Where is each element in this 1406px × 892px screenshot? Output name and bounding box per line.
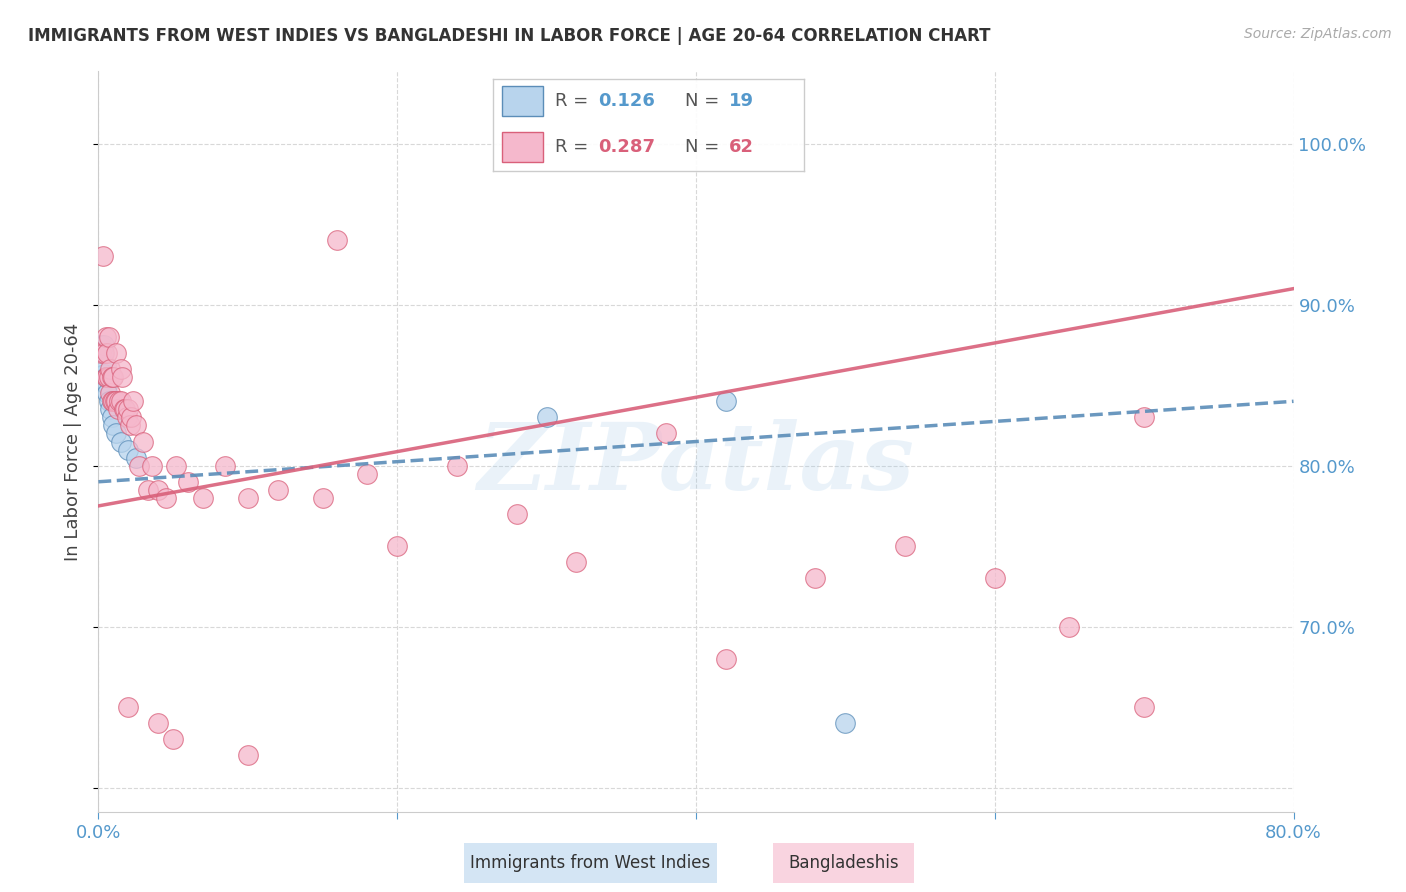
Point bbox=[118, 418, 141, 433]
Point bbox=[94, 359, 117, 373]
Point bbox=[110, 362, 132, 376]
Point bbox=[141, 458, 163, 473]
Point bbox=[96, 370, 118, 384]
Point bbox=[155, 491, 177, 505]
Point bbox=[103, 394, 125, 409]
Point bbox=[97, 370, 120, 384]
Point bbox=[90, 338, 112, 352]
Point bbox=[94, 330, 117, 344]
Point bbox=[97, 394, 120, 409]
Point bbox=[191, 491, 214, 505]
Point bbox=[94, 370, 117, 384]
Text: Source: ZipAtlas.com: Source: ZipAtlas.com bbox=[1244, 27, 1392, 41]
Point bbox=[1059, 619, 1081, 633]
Point bbox=[1133, 700, 1156, 714]
Point bbox=[98, 402, 122, 417]
Point bbox=[91, 249, 114, 263]
Point bbox=[117, 402, 139, 417]
Point bbox=[111, 370, 134, 384]
Text: Immigrants from West Indies: Immigrants from West Indies bbox=[471, 854, 710, 872]
Point bbox=[804, 571, 827, 585]
Point bbox=[148, 716, 170, 731]
Point bbox=[311, 491, 333, 505]
Point bbox=[101, 394, 124, 409]
Point bbox=[103, 418, 125, 433]
Point bbox=[236, 491, 259, 505]
Point bbox=[93, 338, 115, 352]
Point bbox=[326, 233, 349, 247]
Point bbox=[107, 402, 129, 417]
Point bbox=[110, 394, 132, 409]
Point bbox=[506, 507, 529, 521]
Point bbox=[385, 539, 409, 553]
Point bbox=[536, 410, 558, 425]
Y-axis label: In Labor Force | Age 20-64: In Labor Force | Age 20-64 bbox=[65, 322, 83, 561]
FancyBboxPatch shape bbox=[773, 843, 914, 883]
Point bbox=[446, 458, 468, 473]
Point bbox=[125, 418, 148, 433]
Point bbox=[101, 370, 124, 384]
Point bbox=[112, 402, 135, 417]
Point bbox=[96, 346, 118, 360]
Point bbox=[356, 467, 378, 481]
Point bbox=[655, 426, 678, 441]
Point bbox=[121, 394, 143, 409]
Point bbox=[114, 402, 136, 417]
Text: ZIPatlas: ZIPatlas bbox=[478, 418, 914, 508]
Point bbox=[98, 362, 122, 376]
Point bbox=[162, 732, 184, 747]
Point bbox=[1133, 410, 1156, 425]
Point bbox=[93, 346, 115, 360]
Point bbox=[120, 410, 142, 425]
Point bbox=[984, 571, 1007, 585]
Point bbox=[98, 386, 122, 401]
Point bbox=[117, 442, 139, 457]
Point bbox=[101, 410, 124, 425]
FancyBboxPatch shape bbox=[464, 843, 717, 883]
Point bbox=[117, 700, 139, 714]
Point bbox=[565, 555, 588, 569]
Point bbox=[115, 410, 138, 425]
Point bbox=[90, 346, 112, 360]
Point bbox=[108, 394, 131, 409]
Point bbox=[97, 330, 120, 344]
Point bbox=[93, 367, 115, 381]
Point bbox=[714, 394, 737, 409]
Point bbox=[103, 370, 125, 384]
Point bbox=[132, 434, 155, 449]
Point bbox=[96, 378, 118, 392]
Point bbox=[105, 394, 128, 409]
Point bbox=[104, 394, 127, 409]
Point bbox=[148, 483, 170, 497]
Point bbox=[165, 458, 187, 473]
Point bbox=[94, 370, 117, 384]
Point bbox=[834, 716, 856, 731]
Point bbox=[714, 652, 737, 666]
Point bbox=[96, 386, 118, 401]
Text: IMMIGRANTS FROM WEST INDIES VS BANGLADESHI IN LABOR FORCE | AGE 20-64 CORRELATIO: IMMIGRANTS FROM WEST INDIES VS BANGLADES… bbox=[28, 27, 991, 45]
Point bbox=[136, 483, 159, 497]
Point bbox=[267, 483, 290, 497]
Point bbox=[125, 450, 148, 465]
Point bbox=[128, 458, 150, 473]
Point bbox=[105, 346, 128, 360]
Point bbox=[91, 346, 114, 360]
Point bbox=[105, 426, 128, 441]
Point bbox=[894, 539, 917, 553]
Point bbox=[214, 458, 236, 473]
Text: Bangladeshis: Bangladeshis bbox=[789, 854, 898, 872]
Point bbox=[236, 748, 259, 763]
Point bbox=[110, 434, 132, 449]
Point bbox=[177, 475, 200, 489]
